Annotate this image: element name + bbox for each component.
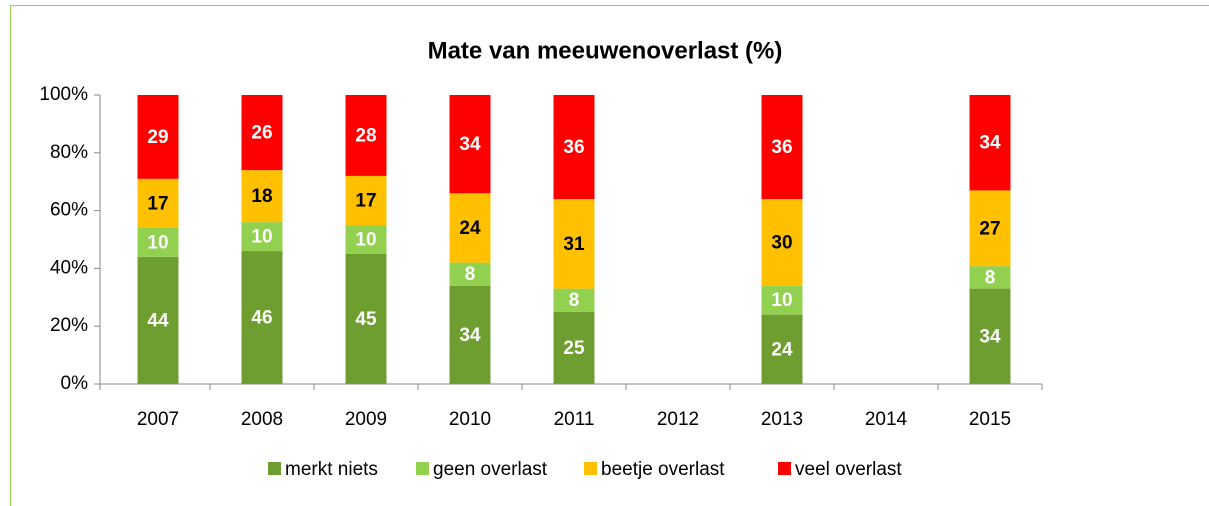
legend-swatch (268, 462, 281, 475)
bar-segment (241, 222, 283, 252)
data-label: 36 (563, 137, 584, 158)
bar-segment (449, 95, 491, 194)
data-label: 36 (771, 137, 792, 158)
x-tick-label: 2013 (761, 409, 803, 430)
x-tick-label: 2012 (657, 409, 699, 430)
data-label: 24 (771, 339, 793, 360)
data-label: 8 (569, 290, 580, 311)
bar-segment (449, 262, 491, 286)
y-tick-label: 100% (39, 84, 88, 105)
data-label: 29 (147, 127, 168, 148)
bar-segment (345, 253, 387, 384)
legend-label: geen overlast (433, 459, 548, 480)
bar-segment (969, 95, 1011, 191)
data-label: 34 (979, 133, 1001, 154)
legend-label: veel overlast (795, 459, 902, 480)
data-label: 30 (771, 232, 792, 253)
data-label: 34 (979, 326, 1001, 347)
data-label: 10 (771, 290, 792, 311)
chart-title: Mate van meeuwenoverlast (%) (428, 37, 783, 64)
data-label: 8 (985, 267, 996, 288)
bar-segment (553, 199, 595, 289)
data-label: 18 (251, 186, 272, 207)
data-label: 46 (251, 308, 272, 329)
legend-swatch (584, 462, 597, 475)
y-tick-label: 0% (61, 373, 89, 394)
bar-segment (345, 225, 387, 254)
y-tick-label: 80% (50, 142, 88, 163)
bar-segment (761, 285, 803, 315)
data-label: 10 (251, 227, 272, 248)
x-tick-label: 2011 (554, 409, 595, 430)
bar-segment (137, 227, 179, 257)
bar-segment (553, 288, 595, 312)
data-label: 28 (355, 125, 376, 146)
y-tick-label: 60% (50, 200, 88, 221)
legend-label: merkt niets (285, 459, 378, 480)
x-tick-label: 2014 (865, 409, 908, 430)
x-tick-label: 2007 (137, 409, 179, 430)
x-tick-label: 2009 (345, 409, 387, 430)
data-label: 45 (355, 309, 377, 330)
y-tick-label: 20% (50, 315, 88, 336)
data-label: 24 (459, 218, 481, 239)
legend-label: beetje overlast (601, 459, 725, 480)
bar-segment (137, 178, 179, 228)
data-label: 34 (459, 134, 481, 155)
bar-segment (137, 95, 179, 179)
bar-segment (241, 251, 283, 384)
data-label: 25 (563, 338, 585, 359)
x-tick-label: 2010 (449, 409, 491, 430)
bar-segment (969, 266, 1011, 289)
data-label: 10 (147, 232, 168, 253)
legend-swatch (778, 462, 791, 475)
bar-segment (761, 95, 803, 200)
data-label: 44 (147, 310, 169, 331)
data-label: 17 (147, 193, 168, 214)
x-tick-label: 2008 (241, 409, 283, 430)
data-label: 8 (465, 264, 476, 285)
frame (10, 5, 1209, 506)
bar-segment (137, 256, 179, 384)
bar-segment (345, 175, 387, 226)
bar-segment (553, 311, 595, 384)
bar-segment (449, 285, 491, 384)
bar-segment (969, 288, 1011, 384)
data-label: 26 (251, 123, 272, 144)
data-label: 31 (563, 234, 585, 255)
data-label: 27 (979, 218, 1000, 239)
bar-segment (553, 95, 595, 200)
bar-segment (241, 95, 283, 171)
bar-segment (761, 314, 803, 384)
x-tick-label: 2015 (969, 409, 1011, 430)
bar-segment (345, 95, 387, 176)
data-label: 17 (355, 191, 376, 212)
y-tick-label: 40% (50, 257, 88, 278)
bar-segment (761, 199, 803, 286)
legend-swatch (416, 462, 429, 475)
data-label: 34 (459, 325, 481, 346)
data-label: 10 (355, 230, 376, 251)
bar-segment (449, 193, 491, 263)
bar-segment (241, 170, 283, 223)
bar-segment (969, 190, 1011, 267)
